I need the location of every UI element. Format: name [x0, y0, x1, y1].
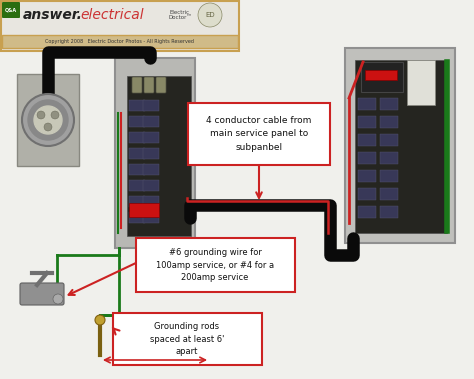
FancyBboxPatch shape [361, 62, 403, 92]
FancyBboxPatch shape [188, 103, 330, 165]
Text: Copyright 2008   Electric Doctor Photos - All Rights Reserved: Copyright 2008 Electric Doctor Photos - … [46, 39, 194, 44]
FancyBboxPatch shape [129, 116, 145, 127]
FancyBboxPatch shape [143, 100, 159, 111]
Circle shape [37, 111, 45, 119]
FancyBboxPatch shape [129, 164, 145, 175]
FancyBboxPatch shape [143, 164, 159, 175]
FancyBboxPatch shape [358, 134, 376, 146]
FancyBboxPatch shape [380, 116, 398, 128]
FancyBboxPatch shape [358, 206, 376, 218]
Circle shape [28, 100, 68, 140]
FancyBboxPatch shape [380, 134, 398, 146]
FancyBboxPatch shape [355, 60, 447, 233]
FancyBboxPatch shape [345, 48, 455, 243]
Circle shape [205, 315, 215, 325]
FancyBboxPatch shape [380, 152, 398, 164]
FancyBboxPatch shape [2, 35, 238, 48]
FancyBboxPatch shape [380, 170, 398, 182]
FancyBboxPatch shape [143, 212, 159, 223]
FancyBboxPatch shape [143, 148, 159, 159]
Text: #6 grounding wire for
100amp service, or #4 for a
200amp service: #6 grounding wire for 100amp service, or… [156, 248, 274, 282]
FancyBboxPatch shape [132, 77, 142, 93]
FancyBboxPatch shape [129, 203, 159, 217]
Text: answer.: answer. [23, 8, 83, 22]
FancyBboxPatch shape [127, 76, 191, 236]
Circle shape [34, 106, 62, 134]
FancyBboxPatch shape [0, 0, 240, 52]
FancyBboxPatch shape [129, 148, 145, 159]
FancyBboxPatch shape [407, 60, 435, 105]
Text: electrical: electrical [80, 8, 144, 22]
FancyBboxPatch shape [380, 188, 398, 200]
FancyBboxPatch shape [113, 313, 262, 365]
Circle shape [44, 123, 52, 131]
Text: 4 conductor cable from
main service panel to
subpanbel: 4 conductor cable from main service pane… [206, 116, 312, 152]
FancyBboxPatch shape [129, 212, 145, 223]
FancyBboxPatch shape [143, 116, 159, 127]
FancyBboxPatch shape [143, 180, 159, 191]
FancyBboxPatch shape [156, 77, 166, 93]
FancyBboxPatch shape [129, 196, 145, 207]
Circle shape [53, 294, 63, 304]
FancyBboxPatch shape [20, 283, 64, 305]
FancyBboxPatch shape [358, 98, 376, 110]
FancyBboxPatch shape [115, 58, 195, 248]
Circle shape [22, 94, 74, 146]
Text: ED: ED [205, 12, 215, 18]
Circle shape [198, 3, 222, 27]
Text: Q&A: Q&A [5, 8, 17, 13]
Circle shape [95, 315, 105, 325]
FancyBboxPatch shape [129, 180, 145, 191]
FancyBboxPatch shape [358, 170, 376, 182]
FancyBboxPatch shape [17, 74, 79, 166]
FancyBboxPatch shape [143, 132, 159, 143]
FancyBboxPatch shape [144, 77, 154, 93]
FancyBboxPatch shape [129, 100, 145, 111]
FancyBboxPatch shape [365, 70, 397, 80]
FancyBboxPatch shape [380, 98, 398, 110]
FancyBboxPatch shape [358, 152, 376, 164]
FancyBboxPatch shape [2, 2, 20, 18]
FancyBboxPatch shape [136, 238, 295, 292]
Text: Grounding rods
spaced at least 6'
apart: Grounding rods spaced at least 6' apart [150, 322, 224, 356]
Circle shape [51, 111, 59, 119]
FancyBboxPatch shape [358, 188, 376, 200]
FancyBboxPatch shape [380, 206, 398, 218]
Text: Electric
Doctor™: Electric Doctor™ [168, 9, 192, 20]
FancyBboxPatch shape [129, 132, 145, 143]
FancyBboxPatch shape [143, 196, 159, 207]
FancyBboxPatch shape [358, 116, 376, 128]
